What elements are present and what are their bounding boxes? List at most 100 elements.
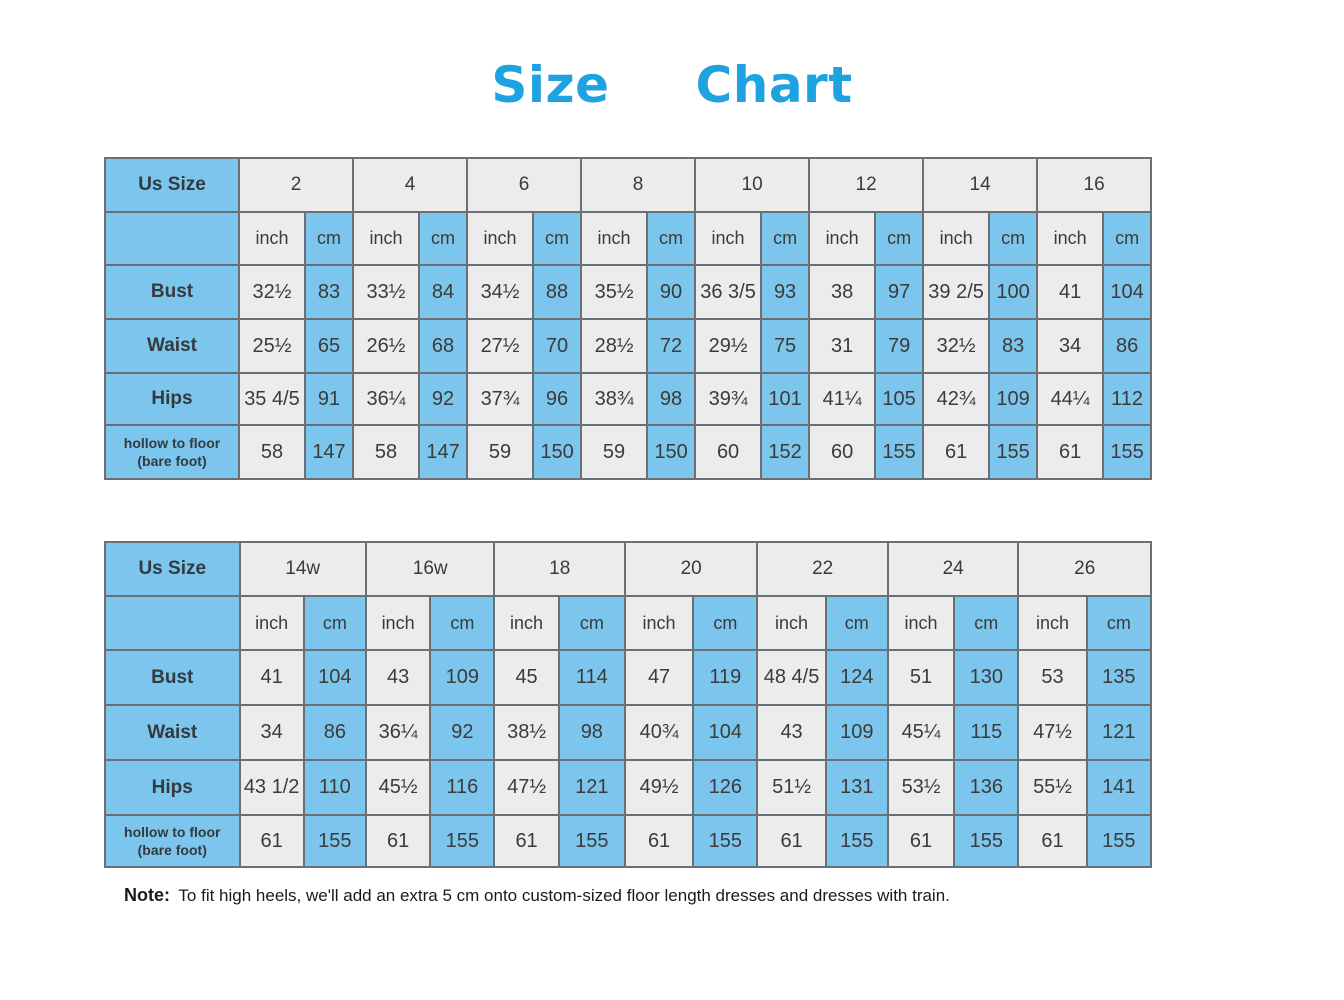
unit-cm: cm — [824, 595, 889, 651]
value-cell: 47½ — [493, 759, 560, 816]
value-cell: 121 — [557, 759, 626, 816]
value-cell: 34 — [238, 704, 305, 761]
value-cell: 109 — [824, 704, 889, 761]
note-label: Note: — [124, 885, 170, 905]
measure-row: Hips 43 1/2 110 45½ 116 47½ 121 49½ 126 51½ 131 53½… — [104, 759, 1153, 816]
unit-row-label — [104, 211, 240, 266]
measure-row: Waist 25½ 65 26½ 68 27½ 70 28½ 72 29½ 75 31 79 32½ 83 3… — [104, 318, 1153, 374]
value-cell: 155 — [824, 814, 889, 868]
value-cell: 126 — [692, 759, 759, 816]
value-cell: 91 — [303, 372, 355, 426]
unit-row-label — [104, 595, 241, 651]
value-cell: 104 — [692, 704, 759, 761]
value-cell: 43 1/2 — [238, 759, 305, 816]
value-cell: 38¾ — [580, 372, 649, 426]
unit-cm: cm — [429, 595, 496, 651]
unit-cm: cm — [557, 595, 626, 651]
value-cell: 36 3/5 — [694, 264, 763, 320]
value-cell: 70 — [532, 318, 583, 374]
size-cell: 16 — [1036, 157, 1153, 213]
value-cell: 35 4/5 — [238, 372, 306, 426]
value-cell: 101 — [760, 372, 811, 426]
unit-inch: inch — [623, 595, 695, 651]
value-cell: 58 — [352, 424, 421, 480]
value-cell: 150 — [532, 424, 583, 480]
unit-cm: cm — [760, 211, 811, 266]
value-cell: 83 — [303, 264, 355, 320]
value-cell: 68 — [418, 318, 469, 374]
value-cell: 28½ — [580, 318, 649, 374]
value-cell: 61 — [1036, 424, 1105, 480]
size-cell: 26 — [1017, 541, 1152, 597]
value-cell: 61 — [238, 814, 305, 868]
value-cell: 136 — [953, 759, 1020, 816]
measure-label: Hips — [104, 759, 241, 816]
unit-cm: cm — [692, 595, 759, 651]
measure-label: Waist — [104, 318, 240, 374]
unit-cm: cm — [646, 211, 697, 266]
measure-row: hollow to floor (bare foot) 58 147 58 147 59 1… — [104, 424, 1153, 480]
value-cell: 42¾ — [922, 372, 991, 426]
title-word-chart: Chart — [695, 56, 853, 114]
note-text: To fit high heels, we'll add an extra 5 … — [178, 886, 950, 905]
value-cell: 58 — [238, 424, 306, 480]
measure-label: hollow to floor (bare foot) — [104, 814, 241, 868]
value-cell: 35½ — [580, 264, 649, 320]
value-cell: 39 2/5 — [922, 264, 991, 320]
value-cell: 60 — [808, 424, 877, 480]
value-cell: 51½ — [756, 759, 827, 816]
size-cell: 14 — [922, 157, 1039, 213]
note: Note: To fit high heels, we'll add an ex… — [124, 885, 950, 906]
size-cell: 18 — [493, 541, 626, 597]
unit-inch: inch — [922, 211, 991, 266]
value-cell: 121 — [1085, 704, 1153, 761]
size-cell: 24 — [886, 541, 1020, 597]
value-cell: 109 — [429, 649, 496, 706]
value-cell: 49½ — [623, 759, 695, 816]
size-cell: 2 — [237, 157, 355, 213]
value-cell: 36¼ — [364, 704, 432, 761]
size-cell: 12 — [808, 157, 925, 213]
size-cell: 6 — [466, 157, 583, 213]
value-cell: 38½ — [493, 704, 560, 761]
us-size-label: Us Size — [104, 157, 240, 213]
value-cell: 131 — [824, 759, 889, 816]
value-cell: 155 — [988, 424, 1039, 480]
value-cell: 45¼ — [886, 704, 956, 761]
value-cell: 98 — [557, 704, 626, 761]
size-cell: 10 — [694, 157, 811, 213]
unit-cm: cm — [302, 595, 367, 651]
value-cell: 41 — [1036, 264, 1105, 320]
size-cell: 16w — [364, 541, 496, 597]
value-cell: 88 — [532, 264, 583, 320]
value-cell: 130 — [953, 649, 1020, 706]
value-cell: 93 — [760, 264, 811, 320]
unit-inch: inch — [580, 211, 649, 266]
value-cell: 61 — [1017, 814, 1088, 868]
value-cell: 44¼ — [1036, 372, 1105, 426]
unit-inch: inch — [364, 595, 432, 651]
unit-inch: inch — [493, 595, 560, 651]
value-cell: 112 — [1102, 372, 1153, 426]
value-cell: 100 — [988, 264, 1039, 320]
value-cell: 55½ — [1017, 759, 1088, 816]
value-cell: 135 — [1085, 649, 1153, 706]
size-cell: 22 — [756, 541, 889, 597]
unit-inch: inch — [238, 211, 306, 266]
measure-row: Bust 32½ 83 33½ 84 34½ 88 35½ 90 36 3/5 93 38 97 39 2… — [104, 264, 1153, 320]
value-cell: 43 — [756, 704, 827, 761]
value-cell: 34½ — [466, 264, 535, 320]
value-cell: 97 — [874, 264, 925, 320]
value-cell: 90 — [646, 264, 697, 320]
unit-cm: cm — [303, 211, 355, 266]
unit-inch: inch — [352, 211, 421, 266]
value-cell: 48 4/5 — [756, 649, 827, 706]
value-cell: 31 — [808, 318, 877, 374]
unit-inch: inch — [886, 595, 956, 651]
unit-cm: cm — [988, 211, 1039, 266]
unit-cm: cm — [874, 211, 925, 266]
value-cell: 75 — [760, 318, 811, 374]
value-cell: 155 — [302, 814, 367, 868]
value-cell: 124 — [824, 649, 889, 706]
value-cell: 147 — [418, 424, 469, 480]
